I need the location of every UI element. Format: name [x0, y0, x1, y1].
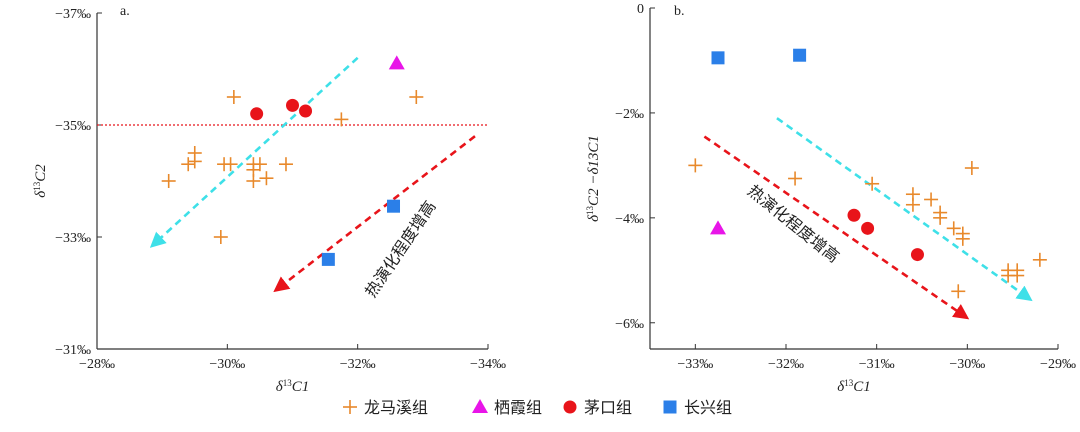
- thermal-evolution-annotation: 热演化程度增高: [361, 197, 439, 300]
- y-tick-label: −35‰: [55, 119, 91, 134]
- point-circle: [861, 221, 875, 235]
- point-plus: [1010, 263, 1025, 278]
- legend-marker-plus: [343, 400, 357, 414]
- point-triangle: [710, 220, 726, 235]
- y-tick-label: −6‰: [615, 317, 644, 332]
- point-square: [793, 48, 807, 62]
- point-plus: [951, 284, 966, 299]
- trend-arrow-red: [273, 135, 476, 293]
- point-plus: [213, 230, 228, 244]
- panel-b: −33‰ −32‰ −31‰ −30‰ −29‰ −6‰ −4‰ −2‰ 0 b. δ13C1 δ13…: [585, 2, 1076, 395]
- point-square: [711, 51, 725, 65]
- point-plus: [788, 171, 803, 186]
- series-triangle: [388, 55, 405, 70]
- legend-marker-triangle: [472, 399, 488, 413]
- legend-label: 栖霞组: [494, 398, 542, 417]
- x-axis-title: δ13C1: [276, 378, 310, 395]
- x-axis-title: δ13C1: [837, 378, 871, 395]
- x-tick-label: −32‰: [768, 357, 804, 372]
- point-plus: [278, 157, 293, 172]
- series-square: [711, 48, 807, 65]
- thermal-evolution-annotation: 热演化程度增高: [744, 181, 843, 266]
- series-circle: [847, 208, 924, 262]
- legend-marker-square: [663, 400, 677, 414]
- point-plus: [181, 157, 196, 172]
- panel-a: −28‰ −30‰ −32‰ −34‰ −31‰ −33‰ −35‰ −37‰ a. δ13C1 δ…: [32, 4, 506, 395]
- point-triangle: [388, 55, 405, 70]
- point-plus: [1032, 252, 1047, 267]
- point-plus: [259, 171, 274, 186]
- point-plus: [187, 146, 202, 160]
- point-plus: [226, 90, 241, 104]
- point-plus: [946, 221, 961, 236]
- x-tick-label: −30‰: [949, 357, 985, 372]
- point-circle: [286, 98, 299, 112]
- x-tick-label: −33‰: [677, 357, 713, 372]
- x-tick-label: −31‰: [859, 357, 895, 372]
- panel-label: a.: [120, 4, 130, 19]
- point-plus: [924, 192, 939, 207]
- point-plus: [161, 174, 176, 188]
- y-tick-label: −37‰: [55, 7, 91, 22]
- y-tick-label: −2‰: [615, 107, 644, 122]
- y-axis-title: δ13C2 −δ13C1: [585, 135, 602, 222]
- point-plus: [688, 158, 703, 173]
- point-plus: [252, 157, 267, 172]
- point-plus: [955, 231, 970, 246]
- x-tick-label: −34‰: [470, 357, 506, 372]
- point-square: [321, 252, 335, 266]
- point-circle: [299, 104, 313, 118]
- series-plus: [688, 158, 1047, 299]
- point-plus: [865, 176, 880, 191]
- point-circle: [847, 208, 861, 222]
- y-tick-label: 0: [637, 2, 644, 17]
- series-circle: [250, 98, 313, 121]
- point-plus: [223, 157, 238, 172]
- x-tick-label: −32‰: [340, 357, 376, 372]
- x-tick-label: −30‰: [209, 357, 245, 372]
- panel-label: b.: [674, 4, 685, 19]
- legend-marker-circle: [563, 400, 577, 414]
- point-plus: [409, 90, 424, 104]
- point-plus: [246, 174, 261, 188]
- y-tick-label: −4‰: [615, 212, 644, 227]
- legend-label: 茅口组: [584, 398, 632, 417]
- trend-arrow-cyan: [776, 117, 1033, 302]
- point-plus: [964, 161, 979, 176]
- point-plus: [905, 197, 920, 212]
- series-plus: [161, 90, 424, 244]
- legend: 龙马溪组 栖霞组 茅口组 长兴组: [343, 398, 732, 417]
- y-tick-label: −31‰: [55, 343, 91, 358]
- trend-arrow-cyan: [149, 56, 359, 248]
- series-square: [321, 199, 401, 266]
- series-triangle: [710, 220, 726, 235]
- legend-label: 长兴组: [684, 398, 732, 417]
- x-tick-label: −29‰: [1040, 357, 1076, 372]
- point-circle: [910, 248, 924, 262]
- x-tick-label: −28‰: [79, 357, 115, 372]
- point-plus: [933, 210, 948, 225]
- point-plus: [334, 112, 349, 127]
- point-circle: [250, 107, 264, 121]
- point-square: [387, 199, 401, 213]
- y-tick-label: −33‰: [55, 231, 91, 246]
- legend-label: 龙马溪组: [364, 398, 428, 417]
- trend-arrow-red: [703, 135, 970, 320]
- y-axis-title: δ13C2: [32, 164, 49, 198]
